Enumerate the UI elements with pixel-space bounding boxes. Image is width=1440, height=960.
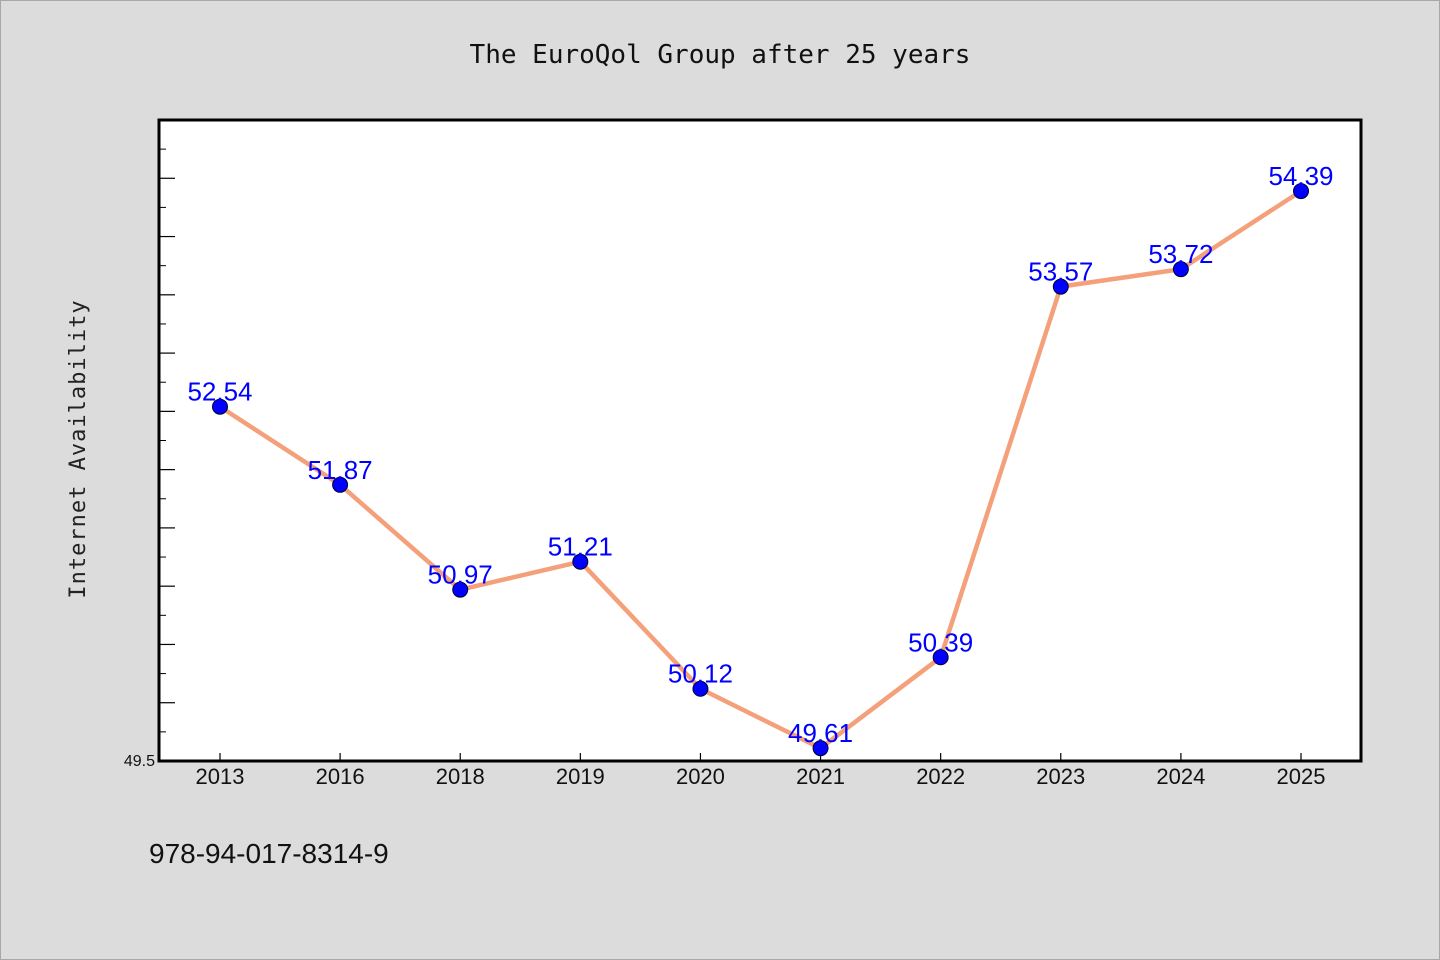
data-label: 50.39 (908, 627, 973, 657)
data-label: 49.61 (788, 718, 853, 748)
data-label: 50.97 (428, 560, 493, 590)
footer-isbn: 978-94-017-8314-9 (149, 838, 389, 869)
data-label: 53.72 (1148, 239, 1213, 269)
data-point (1293, 183, 1309, 200)
x-tick-label: 2018 (436, 764, 485, 789)
x-tick-label: 2020 (676, 764, 725, 789)
y-tick-label: 49.5 (124, 753, 155, 770)
data-point (332, 476, 349, 493)
x-tick-label: 2016 (316, 764, 365, 789)
x-axis-ticks: 2013 2016 2018 2019 2020 2021 2022 2023 2024 2025 (196, 753, 1326, 789)
data-label: 51.87 (308, 455, 373, 485)
series-line (217, 188, 1304, 751)
data-label: 54.39 (1268, 161, 1333, 191)
data-point (812, 740, 829, 757)
x-tick-label: 2019 (556, 764, 605, 789)
y-axis-ticks: 49.5 (124, 119, 175, 770)
chart-title: The EuroQol Group after 25 years (470, 40, 971, 70)
x-tick-label: 2013 (196, 764, 245, 789)
data-label: 52.54 (187, 377, 252, 407)
x-tick-label: 2021 (796, 764, 845, 789)
data-point (1052, 278, 1069, 295)
x-tick-label: 2023 (1036, 764, 1085, 789)
data-point (212, 398, 228, 415)
data-point (1172, 261, 1189, 278)
data-point (572, 553, 589, 570)
series-group: 52.54 51.87 50.97 51.21 50.12 49.61 50.39 53.57… (187, 161, 1334, 757)
data-point (692, 680, 709, 697)
data-label: 51.21 (548, 532, 613, 562)
data-label: 50.12 (668, 659, 733, 689)
x-tick-label: 2024 (1156, 764, 1205, 789)
plot-area (157, 118, 1363, 763)
x-tick-label: 2022 (916, 764, 965, 789)
data-point (932, 649, 949, 666)
data-label: 53.57 (1028, 257, 1093, 287)
data-point (452, 581, 469, 598)
y-axis-label: Internet Availability (66, 299, 91, 598)
x-tick-label: 2025 (1277, 764, 1326, 789)
